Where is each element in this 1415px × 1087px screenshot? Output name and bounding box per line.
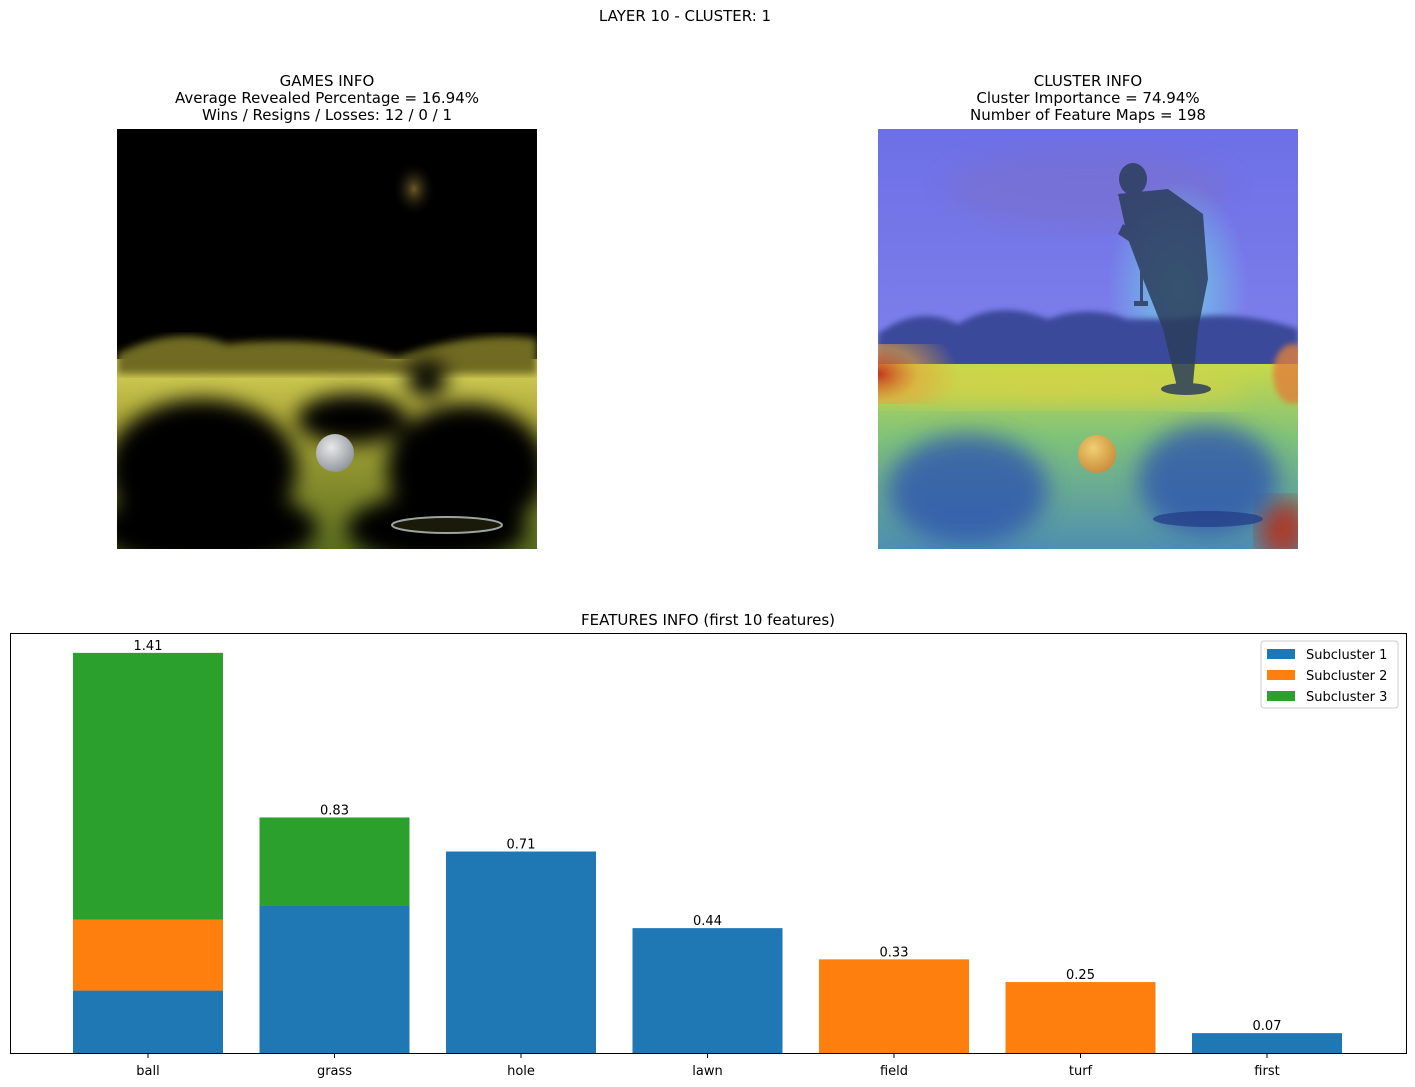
legend-label: Subcluster 1 [1306,648,1387,663]
legend-swatch [1267,691,1295,701]
bar-total-label: 0.44 [693,914,722,929]
x-tick-label: ball [136,1064,159,1079]
bar-total-label: 0.07 [1253,1019,1282,1034]
bar-ball-subcluster-2 [73,919,223,991]
features-chart-title: FEATURES INFO (first 10 features) [581,611,835,629]
wins-resigns-losses-text: Wins / Resigns / Losses: 12 / 0 / 1 [201,106,453,124]
legend-swatch [1267,670,1295,680]
revealed-percentage-text: Average Revealed Percentage = 16.94% [174,89,479,107]
bar-lawn-subcluster-1 [632,928,783,1053]
bar-total-label: 0.71 [507,838,536,853]
cluster-info-heading: CLUSTER INFO [1033,72,1143,90]
bar-total-label: 0.83 [320,803,349,818]
x-tick-label: grass [317,1064,352,1079]
cluster-importance-text: Cluster Importance = 74.94% [976,89,1200,107]
chart-axes-frame [10,633,1407,1054]
x-tick-label: lawn [692,1064,722,1079]
bar-first-subcluster-1 [1192,1033,1342,1053]
legend-label: Subcluster 2 [1306,669,1387,684]
masked-golf-image [117,129,537,549]
bar-field-subcluster-2 [819,959,969,1053]
feature-maps-text: Number of Feature Maps = 198 [970,106,1206,124]
cluster-info-title: CLUSTER INFO Cluster Importance = 74.94%… [878,73,1298,124]
x-tick-label: field [880,1064,908,1079]
legend-label: Subcluster 3 [1306,690,1387,705]
figure-suptitle: LAYER 10 - CLUSTER: 1 [598,7,772,25]
bar-total-label: 0.25 [1066,968,1095,983]
bar-grass-subcluster-3 [259,817,410,906]
x-tick-label: hole [507,1064,535,1079]
games-info-heading: GAMES INFO [279,72,375,90]
x-tick-label: first [1254,1064,1279,1079]
games-info-title: GAMES INFO Average Revealed Percentage =… [117,73,537,124]
bar-turf-subcluster-2 [1005,982,1156,1053]
bar-ball-subcluster-1 [73,990,223,1053]
bar-total-label: 1.41 [134,639,163,654]
bar-hole-subcluster-1 [446,851,596,1053]
cluster-heatmap-image [878,129,1298,549]
legend-frame [1260,640,1399,709]
bar-ball-subcluster-3 [73,652,223,920]
bar-total-label: 0.33 [880,945,909,960]
x-tick-label: turf [1069,1064,1093,1079]
legend-swatch [1267,649,1295,659]
chart-legend: Subcluster 1 Subcluster 2 Subcluster 3 [1260,640,1399,709]
bar-grass-subcluster-1 [259,905,410,1053]
